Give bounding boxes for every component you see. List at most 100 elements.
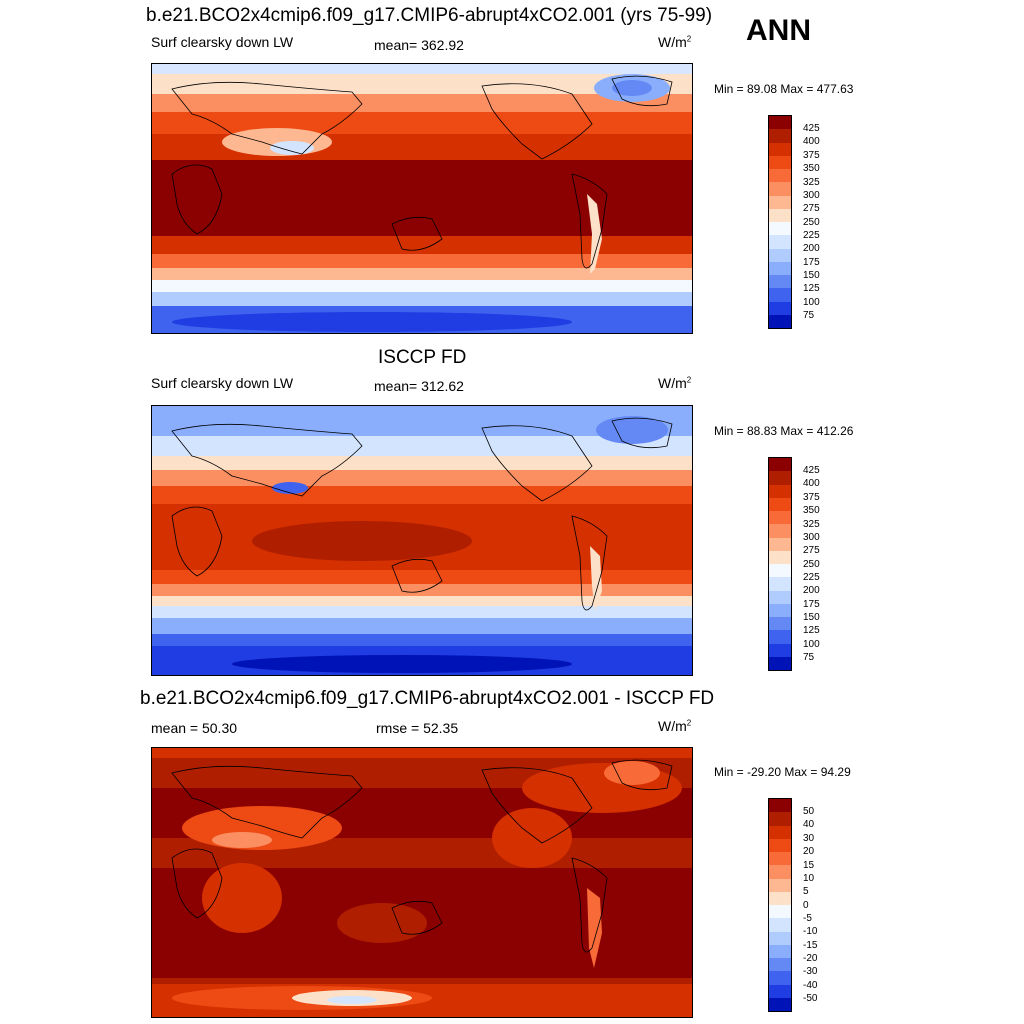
colorbar-swatch (769, 235, 791, 249)
panel-1-tick: 225 (803, 230, 820, 241)
panel-3-tick: 15 (803, 860, 815, 871)
colorbar-swatch (769, 261, 791, 275)
panel-1-tick: 200 (803, 243, 820, 254)
colorbar-swatch (769, 852, 791, 866)
panel-2-map (151, 405, 693, 676)
panel-2-tick: 150 (803, 612, 820, 623)
panel-3-tick: -30 (803, 966, 818, 977)
panel-2-tick: 400 (803, 478, 820, 489)
panel-1-colorbar (768, 115, 792, 329)
panel-1-tick: 350 (803, 163, 820, 174)
panel-3-tick: 0 (803, 900, 809, 911)
colorbar-swatch (769, 248, 791, 262)
colorbar-swatch (769, 275, 791, 289)
panel-3-map (151, 747, 693, 1018)
panel-3-tick: -20 (803, 953, 818, 964)
colorbar-swatch (769, 497, 791, 511)
panel-2-title: ISCCP FD (378, 347, 467, 368)
panel-1-variable-label: Surf clearsky down LW (151, 34, 294, 50)
colorbar-swatch (769, 656, 791, 670)
panel-1-tick: 325 (803, 177, 820, 188)
colorbar-swatch (769, 617, 791, 631)
panel-1-tick: 125 (803, 283, 820, 294)
colorbar-swatch (769, 878, 791, 892)
colorbar-swatch (769, 905, 791, 919)
colorbar-swatch (769, 524, 791, 538)
panel-3-tick: 5 (803, 886, 809, 897)
colorbar-swatch (769, 301, 791, 315)
colorbar-swatch (769, 997, 791, 1011)
panel-2-tick: 375 (803, 492, 820, 503)
panel-2-variable-label: Surf clearsky down LW (151, 375, 294, 391)
panel-2-tick: 425 (803, 465, 820, 476)
panel-3-minmax: Min = -29.20 Max = 94.29 (714, 765, 851, 779)
colorbar-swatch (769, 931, 791, 945)
panel-1-tick: 400 (803, 136, 820, 147)
panel-1-mean-label: mean= 362.92 (374, 37, 464, 53)
colorbar-swatch (769, 550, 791, 564)
panel-2-tick: 325 (803, 519, 820, 530)
panel-1-tick: 375 (803, 150, 820, 161)
colorbar-swatch (769, 590, 791, 604)
panel-3-colorbar (768, 798, 792, 1012)
panel-3-tick: 50 (803, 806, 815, 817)
colorbar-swatch (769, 918, 791, 932)
panel-1-tick: 275 (803, 203, 820, 214)
colorbar-swatch (769, 630, 791, 644)
panel-1-units: W/m2 (658, 34, 692, 50)
panel-3-tick: -40 (803, 980, 818, 991)
panel-3-tick: 40 (803, 819, 815, 830)
colorbar-swatch (769, 577, 791, 591)
panel-1-minmax: Min = 89.08 Max = 477.63 (714, 82, 854, 96)
panel-1-tick: 250 (803, 217, 820, 228)
colorbar-swatch (769, 222, 791, 236)
panel-2-tick: 75 (803, 652, 815, 663)
colorbar-swatch (769, 825, 791, 839)
panel-2-tick: 200 (803, 585, 820, 596)
colorbar-swatch (769, 643, 791, 657)
colorbar-swatch (769, 116, 791, 130)
colorbar-swatch (769, 891, 791, 905)
colorbar-swatch (769, 564, 791, 578)
panel-1-title: b.e21.BCO2x4cmip6.f09_g17.CMIP6-abrupt4x… (146, 5, 713, 26)
panel-3-title: b.e21.BCO2x4cmip6.f09_g17.CMIP6-abrupt4x… (140, 688, 715, 709)
colorbar-swatch (769, 129, 791, 143)
panel-1-tick: 300 (803, 190, 820, 201)
panel-3-tick: -15 (803, 940, 818, 951)
panel-2-tick: 350 (803, 505, 820, 516)
panel-2-mean-label: mean= 312.62 (374, 378, 464, 394)
panel-3-tick: 10 (803, 873, 815, 884)
panel-2-colorbar (768, 457, 792, 671)
colorbar-swatch (769, 958, 791, 972)
panel-3-tick: 20 (803, 846, 815, 857)
panel-1-tick: 175 (803, 257, 820, 268)
colorbar-swatch (769, 944, 791, 958)
panel-3-tick: -10 (803, 926, 818, 937)
colorbar-swatch (769, 458, 791, 472)
panel-3-tick: 30 (803, 833, 815, 844)
panel-2-tick: 225 (803, 572, 820, 583)
panel-3-units: W/m2 (658, 718, 692, 734)
panel-1-tick: 100 (803, 297, 820, 308)
colorbar-swatch (769, 799, 791, 813)
colorbar-swatch (769, 537, 791, 551)
panel-2-tick: 250 (803, 559, 820, 570)
colorbar-swatch (769, 288, 791, 302)
panel-2-tick: 175 (803, 599, 820, 610)
colorbar-swatch (769, 511, 791, 525)
colorbar-swatch (769, 471, 791, 485)
colorbar-swatch (769, 865, 791, 879)
panel-1-map (151, 63, 693, 334)
panel-1-tick: 75 (803, 310, 815, 321)
colorbar-swatch (769, 838, 791, 852)
panel-2-tick: 300 (803, 532, 820, 543)
colorbar-swatch (769, 142, 791, 156)
panel-2-units: W/m2 (658, 375, 692, 391)
panel-1-tick: 150 (803, 270, 820, 281)
panel-3-mean-label: mean = 50.30 (151, 720, 238, 736)
colorbar-swatch (769, 484, 791, 498)
colorbar-swatch (769, 169, 791, 183)
colorbar-swatch (769, 812, 791, 826)
colorbar-swatch (769, 314, 791, 328)
panel-2-tick: 125 (803, 625, 820, 636)
